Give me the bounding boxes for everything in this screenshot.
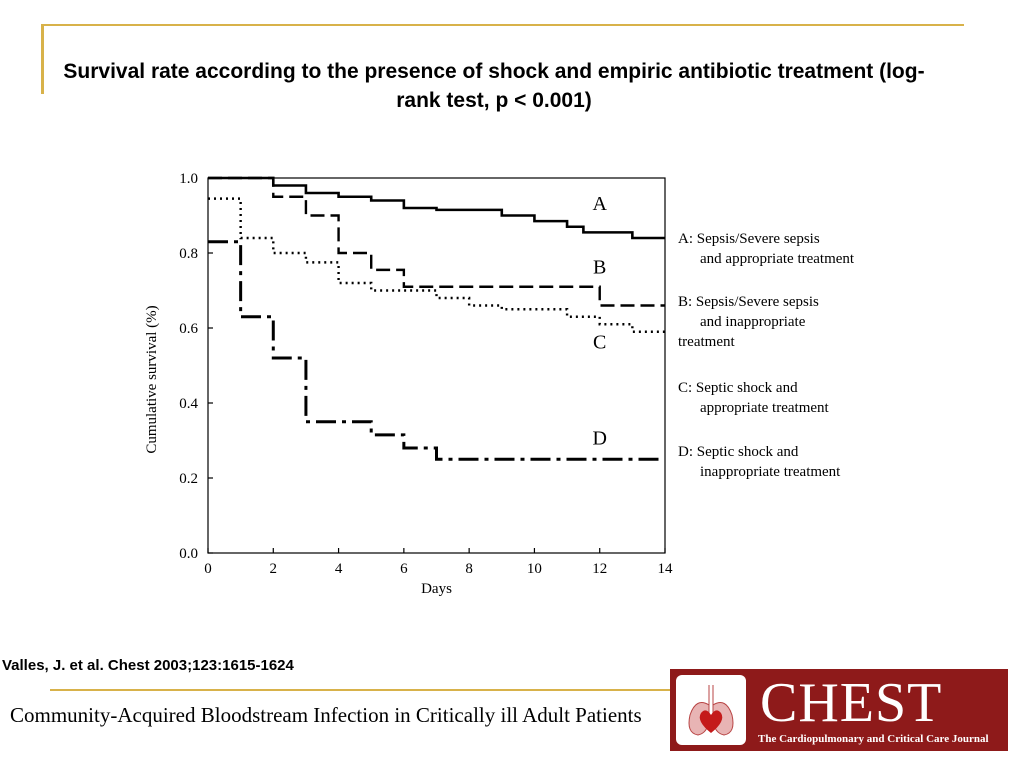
- series-line-a: [208, 176, 665, 240]
- bottom-rule: [50, 689, 670, 691]
- x-tick-label: 4: [335, 561, 343, 577]
- x-tick-label: 0: [204, 561, 212, 577]
- legend-text: appropriate treatment: [700, 400, 830, 416]
- curve-label-b: B: [593, 257, 606, 279]
- x-tick-label: 8: [465, 561, 473, 577]
- chart-labels: A B C D: [592, 193, 607, 449]
- x-tick-label: 2: [270, 561, 278, 577]
- x-axis-label: Days: [421, 581, 452, 597]
- series-line-d: [208, 240, 665, 461]
- x-tick-label: 14: [658, 561, 674, 577]
- legend-entry-c: C: Septic shock and appropriate treatment: [678, 380, 830, 416]
- legend-text: A: Sepsis/Severe sepsis: [678, 231, 820, 247]
- legend-text: D: Septic shock and: [678, 444, 799, 460]
- logo-subtitle: The Cardiopulmonary and Critical Care Jo…: [758, 733, 989, 745]
- footer-title: Community-Acquired Bloodstream Infection…: [10, 703, 642, 727]
- top-rule: [43, 24, 964, 26]
- curve-label-c: C: [593, 332, 606, 354]
- legend-text: and appropriate treatment: [700, 251, 855, 267]
- legend-text: and inappropriate: [700, 314, 806, 330]
- citation: Valles, J. et al. Chest 2003;123:1615-16…: [2, 657, 294, 674]
- y-tick-label: 1.0: [179, 171, 198, 187]
- y-tick-label: 0.4: [179, 396, 198, 412]
- y-tick-label: 0.0: [179, 546, 198, 562]
- survival-chart: 0 2 4 6 8 10 12 14 0.0 0.2 0.4 0.6 0.8 1.0 Days Cumulat…: [144, 171, 855, 597]
- plot-frame: [207, 177, 666, 554]
- legend-entry-b: B: Sepsis/Severe sepsis and inappropriate…: [678, 294, 819, 350]
- left-rule: [41, 24, 44, 94]
- logo-wordmark: CHEST: [760, 672, 943, 734]
- x-tick-label: 12: [592, 561, 607, 577]
- y-tick-label: 0.6: [179, 321, 198, 337]
- legend-text: B: Sepsis/Severe sepsis: [678, 294, 819, 310]
- x-tick-label: 6: [400, 561, 408, 577]
- chest-logo: CHEST The Cardiopulmonary and Critical C…: [670, 669, 1008, 751]
- legend-text: inappropriate treatment: [700, 464, 841, 480]
- y-tick-label: 0.8: [179, 246, 198, 262]
- chart-legend: A: Sepsis/Severe sepsis and appropriate t…: [678, 231, 855, 480]
- y-axis-label: Cumulative survival (%): [144, 305, 160, 453]
- series-line-c: [208, 197, 665, 333]
- x-tick-label: 10: [527, 561, 542, 577]
- slide-title: Survival rate according to the presence …: [63, 60, 925, 112]
- curve-label-d: D: [592, 427, 606, 449]
- legend-entry-a: A: Sepsis/Severe sepsis and appropriate t…: [678, 231, 855, 267]
- series-line-b: [208, 176, 665, 307]
- chart-series: [208, 176, 665, 461]
- legend-entry-d: D: Septic shock and inappropriate treatme…: [678, 444, 841, 480]
- y-tick-label: 0.2: [179, 471, 198, 487]
- legend-text: C: Septic shock and: [678, 380, 798, 396]
- lungs-heart-icon: [676, 675, 746, 745]
- legend-text: treatment: [678, 334, 735, 350]
- curve-label-a: A: [592, 193, 607, 215]
- chart-axes: 0 2 4 6 8 10 12 14 0.0 0.2 0.4 0.6 0.8 1.0 Days Cumulat…: [144, 171, 673, 597]
